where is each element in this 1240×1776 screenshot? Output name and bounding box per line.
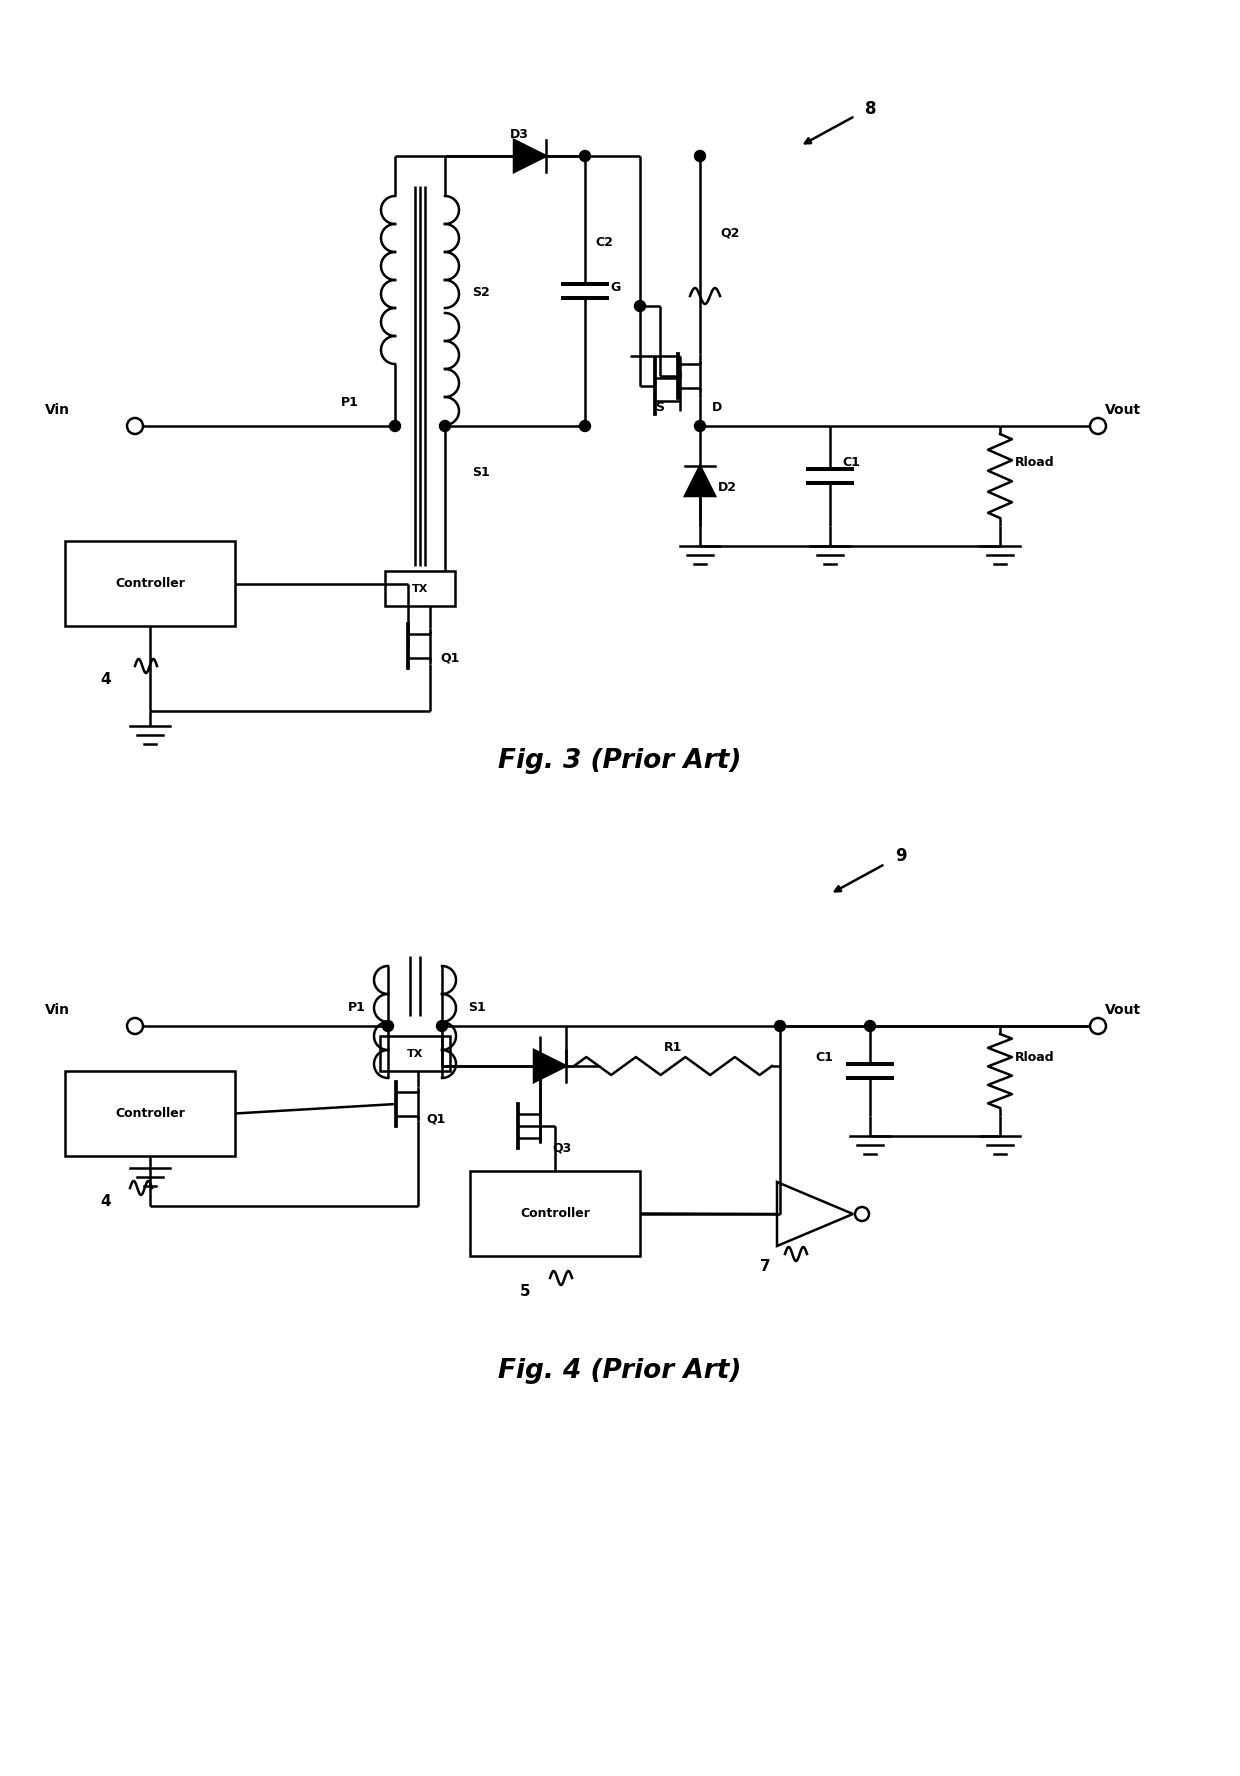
Text: D2: D2: [718, 481, 737, 494]
Text: S: S: [655, 401, 663, 414]
Text: 8: 8: [866, 99, 877, 117]
Text: Controller: Controller: [115, 1106, 185, 1121]
Text: Q1: Q1: [440, 652, 459, 664]
Text: C1: C1: [815, 1051, 833, 1064]
Text: Rload: Rload: [1016, 456, 1055, 469]
Bar: [64, 542, 236, 625]
Text: D: D: [712, 401, 722, 414]
Polygon shape: [684, 465, 715, 496]
Circle shape: [579, 151, 590, 162]
Circle shape: [1090, 417, 1106, 433]
Text: Q2: Q2: [720, 226, 739, 240]
Text: Vout: Vout: [1105, 403, 1141, 417]
Text: Controller: Controller: [520, 1208, 590, 1220]
Text: P1: P1: [348, 1002, 366, 1014]
Circle shape: [856, 1208, 869, 1222]
Circle shape: [126, 417, 143, 433]
Text: Controller: Controller: [115, 577, 185, 590]
Text: G: G: [610, 281, 620, 295]
Text: Q1: Q1: [427, 1112, 445, 1124]
Polygon shape: [515, 140, 546, 172]
Circle shape: [436, 1021, 448, 1032]
Circle shape: [126, 1018, 143, 1034]
Circle shape: [1090, 1018, 1106, 1034]
Bar: [64, 1071, 236, 1156]
Text: D3: D3: [510, 128, 529, 140]
Text: C2: C2: [595, 236, 613, 249]
Polygon shape: [534, 1050, 565, 1082]
Text: R1: R1: [663, 1041, 682, 1053]
Text: Vin: Vin: [45, 403, 69, 417]
Bar: [470, 1170, 640, 1256]
Text: S2: S2: [472, 286, 490, 298]
Circle shape: [389, 421, 401, 432]
Text: Vin: Vin: [45, 1003, 69, 1018]
Bar: [379, 1035, 450, 1071]
Circle shape: [382, 1021, 393, 1032]
Text: Fig. 4 (Prior Art): Fig. 4 (Prior Art): [498, 1359, 742, 1384]
Text: Fig. 3 (Prior Art): Fig. 3 (Prior Art): [498, 748, 742, 774]
Text: 7: 7: [760, 1259, 770, 1273]
Text: TX: TX: [412, 584, 428, 593]
Text: TX: TX: [407, 1048, 423, 1058]
Circle shape: [534, 1060, 546, 1071]
Text: C1: C1: [842, 456, 859, 469]
Circle shape: [694, 151, 706, 162]
Text: 9: 9: [895, 847, 906, 865]
Text: Vout: Vout: [1105, 1003, 1141, 1018]
Text: S1: S1: [467, 1002, 486, 1014]
Text: 4: 4: [100, 671, 110, 687]
Bar: [384, 572, 455, 606]
Text: 4: 4: [100, 1193, 110, 1209]
Circle shape: [439, 421, 450, 432]
Circle shape: [635, 300, 646, 311]
Text: Q3: Q3: [552, 1140, 572, 1154]
Text: P1: P1: [341, 396, 358, 408]
Text: Rload: Rload: [1016, 1051, 1055, 1064]
Circle shape: [775, 1021, 785, 1032]
Text: 5: 5: [520, 1284, 531, 1298]
Circle shape: [694, 421, 706, 432]
Text: S1: S1: [472, 465, 490, 480]
Circle shape: [864, 1021, 875, 1032]
Circle shape: [579, 421, 590, 432]
